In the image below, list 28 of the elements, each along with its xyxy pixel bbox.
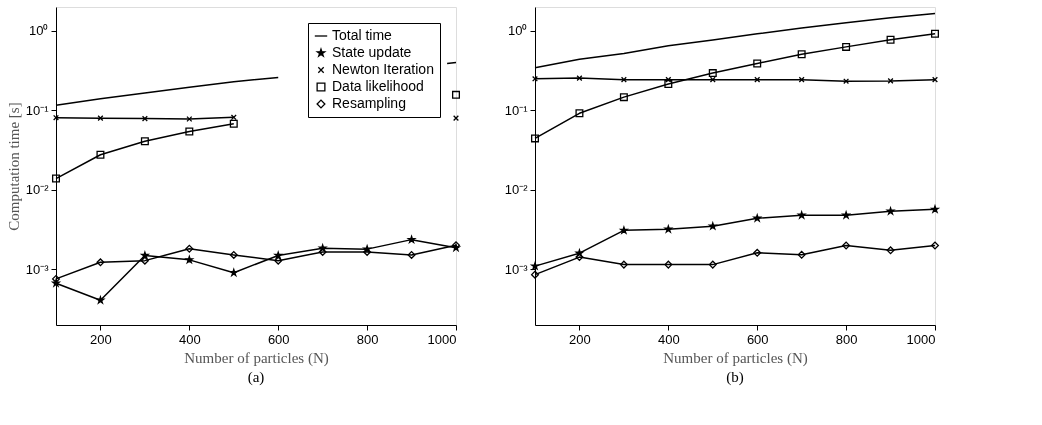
text: (b) xyxy=(726,369,744,386)
legend-label: Total time xyxy=(332,27,393,43)
x-tick-label: 1000 xyxy=(906,331,936,347)
legend-label: Data likelihood xyxy=(332,78,424,94)
y-axis-title: Computation time [s] xyxy=(5,102,22,231)
x-tick-label: 200 xyxy=(569,331,591,347)
x-tick-label: 800 xyxy=(835,331,858,347)
y-tick-label: 10⁻³ xyxy=(504,261,529,277)
x-tick-label: 600 xyxy=(746,331,769,347)
x-tick-label: 1000 xyxy=(427,331,457,347)
legend-label: State update xyxy=(332,44,412,60)
y-tick-label: 10⁰ xyxy=(508,23,528,39)
y-tick-label: 10⁻³ xyxy=(25,261,50,277)
legend-label: Resampling xyxy=(332,95,406,111)
text: (a) xyxy=(247,369,265,386)
y-tick-label: 10⁻¹ xyxy=(25,102,50,118)
x-axis-title: Number of particles (N) xyxy=(184,349,329,367)
y-tick-label: 10⁻² xyxy=(25,182,50,198)
x-tick-label: 400 xyxy=(178,331,201,347)
y-tick-label: 10⁻¹ xyxy=(504,102,529,118)
y-tick-label: 10⁻² xyxy=(504,182,529,198)
x-axis-title: Number of particles (N) xyxy=(663,349,808,367)
y-tick-label: 10⁰ xyxy=(29,23,49,39)
x-tick-label: 600 xyxy=(267,331,290,347)
legend-label: Newton Iteration xyxy=(332,61,434,77)
x-tick-label: 400 xyxy=(657,331,680,347)
x-tick-label: 800 xyxy=(356,331,379,347)
x-tick-label: 200 xyxy=(90,331,112,347)
